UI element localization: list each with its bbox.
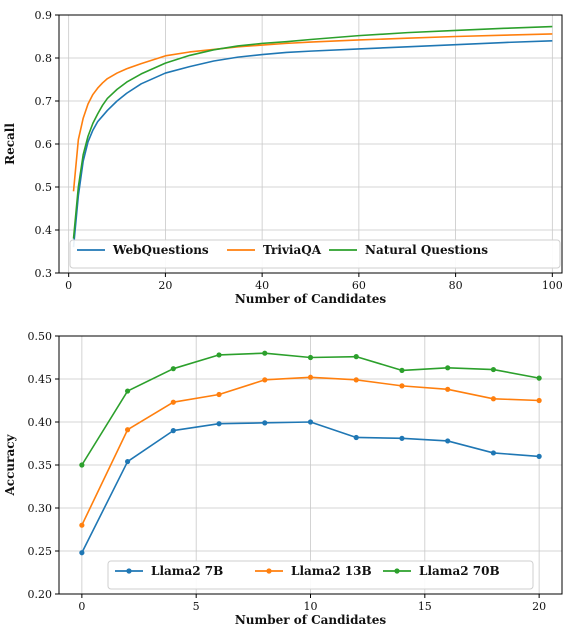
data-point: [216, 352, 222, 358]
x-tick-label: 80: [449, 279, 463, 292]
y-tick-label: 0.20: [28, 588, 53, 601]
recall-chart: 0 20 40 60 80 100 0.3 0.4 0.5 0.6 0.7 0.8 0.9 Number …: [3, 9, 563, 306]
x-tick-label: 0: [65, 279, 72, 292]
data-point: [353, 434, 359, 441]
data-point: [124, 458, 131, 465]
data-point: [353, 377, 359, 383]
series-line-0: [72, 40, 553, 248]
legend-label-0: WebQuestions: [112, 243, 209, 257]
y-tick-label: 0.3: [35, 267, 53, 280]
data-point: [536, 397, 542, 404]
x-tick-label: 20: [158, 279, 172, 292]
legend-label-1: Llama2 13B: [291, 564, 372, 578]
data-point: [216, 421, 222, 427]
x-axis-label: Number of Candidates: [235, 613, 387, 627]
legend-label-0: Llama2 7B: [151, 564, 223, 578]
data-point: [79, 550, 85, 556]
legend-marker-2: [394, 568, 400, 574]
x-tick-label: 40: [255, 279, 269, 292]
data-point: [307, 419, 314, 425]
y-tick-label: 0.35: [28, 459, 53, 472]
y-tick-label: 0.5: [35, 181, 53, 194]
x-tick-label: 100: [542, 279, 563, 292]
x-tick-label: 0: [78, 600, 85, 613]
legend-marker-0: [126, 568, 132, 574]
x-tick-label: 15: [418, 600, 432, 613]
legend-marker-1: [266, 568, 272, 574]
y-tick-label: 0.9: [35, 9, 53, 22]
legend-label-1: TriviaQA: [263, 243, 322, 257]
x-tick-label: 60: [352, 279, 366, 292]
data-point: [399, 367, 405, 373]
legend-box: [107, 560, 534, 590]
data-point: [262, 420, 268, 426]
data-point: [170, 399, 176, 405]
legend-box: [69, 239, 561, 269]
y-tick-label: 0.4: [35, 224, 53, 237]
y-tick-label: 0.45: [28, 373, 53, 386]
y-tick-label: 0.40: [28, 416, 53, 429]
y-tick-label: 0.30: [28, 502, 53, 515]
y-tick-label: 0.25: [28, 545, 53, 558]
legend-label-2: Natural Questions: [365, 243, 488, 257]
x-tick-label: 10: [304, 600, 318, 613]
data-point: [490, 396, 497, 402]
data-point: [353, 354, 359, 360]
data-point: [490, 366, 497, 373]
y-axis-label: Recall: [3, 123, 17, 165]
series-line-1: [72, 33, 553, 192]
data-point: [170, 428, 176, 434]
data-point: [445, 438, 451, 444]
data-point: [124, 388, 131, 394]
y-tick-label: 0.7: [35, 95, 53, 108]
data-point: [79, 522, 85, 528]
y-tick-label: 0.6: [35, 138, 53, 151]
y-axis-label: Accuracy: [3, 433, 17, 496]
data-point: [262, 377, 268, 383]
data-point: [307, 354, 314, 361]
data-point: [399, 383, 405, 389]
data-point: [490, 450, 497, 456]
y-tick-label: 0.50: [28, 330, 53, 343]
series-line-2: [72, 25, 553, 239]
data-point: [216, 391, 222, 398]
data-point: [79, 462, 85, 468]
x-tick-label: 5: [193, 600, 200, 613]
data-point: [536, 453, 542, 459]
data-point: [445, 365, 451, 371]
y-tick-label: 0.8: [35, 52, 53, 65]
data-point: [399, 435, 405, 441]
x-tick-label: 20: [532, 600, 546, 613]
legend-label-2: Llama2 70B: [419, 564, 500, 578]
x-axis-label: Number of Candidates: [235, 292, 387, 306]
data-point: [307, 374, 314, 380]
data-point: [170, 366, 176, 372]
data-point: [262, 350, 268, 356]
data-point: [445, 386, 451, 392]
data-point: [536, 375, 542, 381]
data-point: [124, 427, 131, 433]
accuracy-chart: 0 5 10 15 20 0.20 0.25 0.30 0.35 0.40 0.45 0.50 Numb…: [3, 330, 563, 627]
